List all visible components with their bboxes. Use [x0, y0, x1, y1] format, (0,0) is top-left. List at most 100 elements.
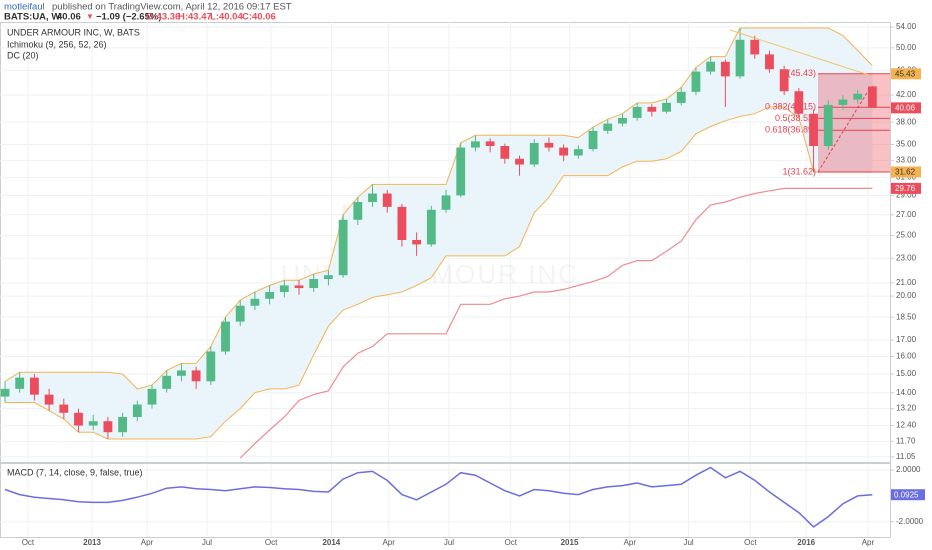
x-tick-label: 2016 — [797, 538, 815, 547]
price-marker — [891, 182, 921, 194]
candle-body — [471, 141, 480, 148]
candle-body — [823, 104, 833, 147]
fib-label: 0.382(40.15) — [765, 102, 816, 112]
candle-body — [603, 123, 613, 131]
high: H:43.47 — [178, 12, 212, 23]
symbol-line: BATS:UA, W 40.06 ▼ −1.09 (−2.65%) O:43.3… — [4, 12, 276, 23]
y-tick-label: 25.00 — [896, 231, 917, 240]
candle-body — [750, 39, 760, 55]
candles — [0, 27, 877, 440]
candle-body — [691, 71, 701, 92]
candle-body — [632, 106, 642, 118]
y-tick-label: 21.00 — [896, 278, 917, 287]
candle-body — [279, 285, 289, 293]
candle-body — [647, 106, 657, 112]
author[interactable]: motleifaul — [4, 2, 45, 13]
trend-line — [729, 29, 873, 77]
x-tick-label: Apr — [862, 538, 875, 547]
x-tick-label: Oct — [265, 538, 278, 547]
candle-body — [809, 113, 818, 147]
y-tick-label: 11.05 — [896, 452, 916, 461]
axes: 54.0050.0046.0042.0038.0035.0033.0031.00… — [22, 22, 925, 547]
candle-body — [177, 370, 186, 376]
y-tick-label: 33.00 — [896, 156, 917, 165]
price-marker-label: 31.62 — [895, 168, 916, 177]
x-tick-label: 2014 — [322, 538, 340, 547]
candle-body — [559, 147, 569, 156]
candle-body — [720, 61, 730, 77]
candle-body — [74, 412, 83, 426]
macd-marker — [891, 489, 925, 501]
candle-body — [103, 421, 113, 433]
x-tick-label: 2013 — [83, 538, 101, 547]
symbol: BATS:UA, W — [4, 12, 60, 23]
candle-body — [44, 394, 54, 405]
candle-body — [794, 91, 804, 114]
candle-body — [221, 321, 230, 352]
legend-macd: MACD (7, 14, close, 9, false, true) — [7, 467, 143, 477]
x-tick-label: Oct — [504, 538, 517, 547]
candle-body — [838, 99, 848, 105]
dc-lower — [5, 106, 873, 440]
candle-body — [397, 206, 407, 240]
candle-body — [235, 305, 245, 322]
candle-body — [324, 275, 333, 280]
y-tick-label: 54.00 — [896, 22, 917, 31]
published: published on TradingView.com, April 12, … — [52, 2, 292, 13]
candle-body — [500, 146, 510, 159]
ichimoku-line — [239, 187, 873, 459]
candle-body — [529, 142, 539, 165]
arrow: ▼ — [86, 12, 94, 21]
y-tick-label: 11.70 — [896, 436, 916, 445]
macd-tick-label: -2.0000 — [896, 517, 924, 526]
candle-body — [265, 292, 275, 299]
candle-body — [544, 142, 554, 148]
grid — [0, 22, 890, 537]
y-tick-label: 29.00 — [896, 191, 917, 200]
candle-body — [118, 416, 128, 433]
candle-body — [382, 193, 392, 207]
legend-ichimoku: Ichimoku (9, 256, 52, 26) — [7, 39, 107, 49]
x-tick-label: Jul — [444, 538, 454, 547]
candle-body — [853, 93, 863, 100]
candle-body — [426, 209, 436, 245]
price-marker-label: 29.76 — [895, 184, 916, 193]
fib-label: 1(31.62) — [782, 166, 816, 176]
candle-body — [706, 61, 716, 72]
candle-body — [573, 149, 583, 156]
candle-body — [147, 388, 157, 405]
y-tick-label: 38.00 — [896, 117, 917, 126]
candle-body — [676, 91, 686, 103]
candle-body — [368, 193, 377, 203]
ichimoku — [239, 187, 873, 459]
layers: UA, WUNDER ARMOUR INC 0(45.43)0.382(40.1… — [0, 22, 925, 547]
low: L:40.04 — [210, 12, 243, 23]
y-tick-label: 50.00 — [896, 43, 917, 52]
price-marker — [891, 68, 921, 80]
y-tick-label: 16.00 — [896, 352, 917, 361]
candle-body — [29, 377, 39, 395]
last-price: 40.06 — [57, 12, 81, 23]
candle-body — [206, 351, 216, 382]
y-tick-label: 17.00 — [896, 335, 917, 344]
x-tick-label: Jul — [683, 538, 693, 547]
y-tick-label: 35.00 — [896, 140, 917, 149]
candle-body — [353, 202, 363, 220]
y-tick-label: 13.20 — [896, 404, 917, 413]
candle-body — [779, 69, 789, 92]
candle-body — [515, 158, 524, 165]
price-marker-label: 40.06 — [895, 103, 916, 112]
x-tick-label: Apr — [141, 538, 154, 547]
candle-body — [0, 388, 10, 397]
y-tick-label: 23.00 — [896, 253, 917, 262]
candle-body — [191, 370, 201, 382]
macd-line — [4, 466, 873, 528]
y-tick-label: 15.00 — [896, 369, 917, 378]
y-tick-label: 27.00 — [896, 210, 917, 219]
x-tick-label: Oct — [22, 538, 35, 547]
candle-body — [412, 239, 422, 245]
candle-body — [15, 377, 25, 389]
fib-label: 0.618(36.89) — [765, 125, 816, 135]
